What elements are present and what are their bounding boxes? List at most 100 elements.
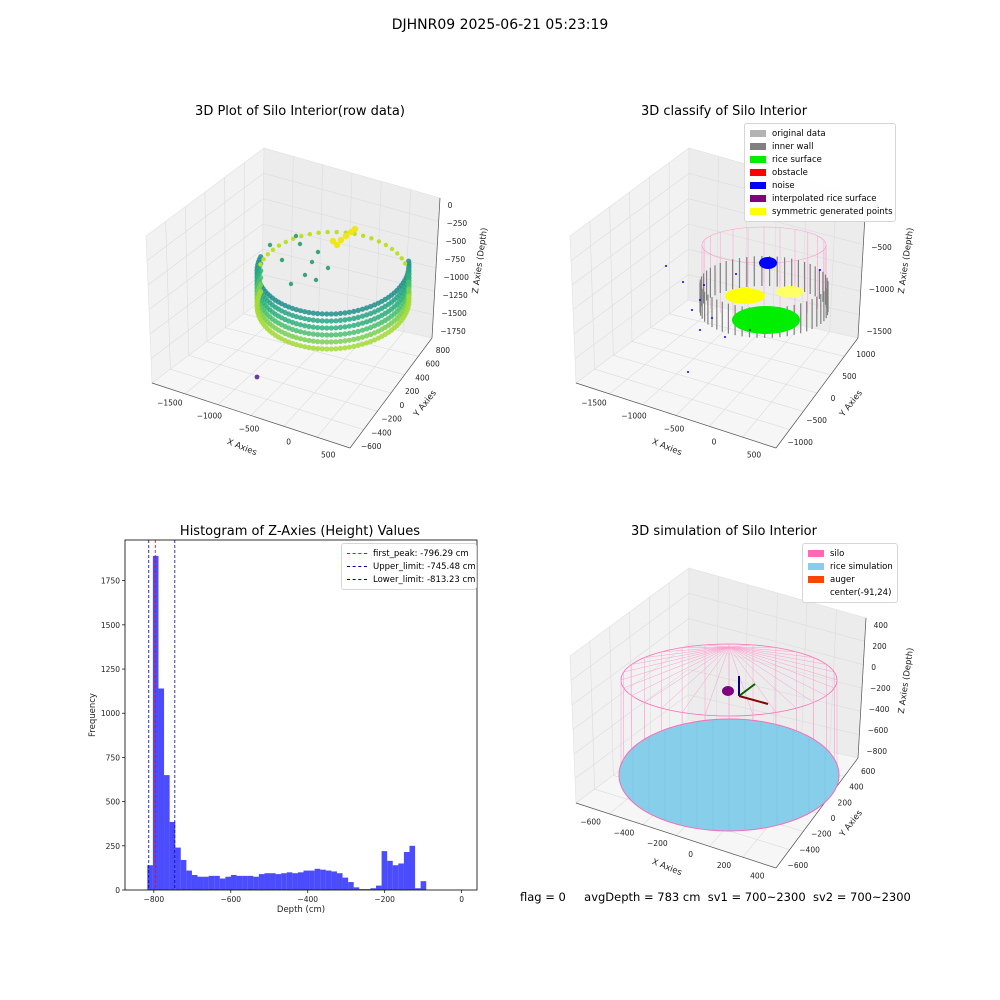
legend-item: symmetric generated points	[750, 205, 893, 218]
legend-line	[347, 553, 367, 554]
data-point	[383, 242, 389, 248]
legend-swatch	[808, 576, 824, 583]
histogram-bar	[247, 875, 254, 890]
data-point	[342, 345, 348, 351]
x-tick-label: 500	[747, 451, 762, 460]
x-axis-label: X Axies	[225, 437, 258, 458]
z-axis-label: Z Axies (Depth)	[471, 227, 490, 294]
histogram-bar	[359, 889, 365, 890]
data-point	[364, 333, 370, 339]
x-tick-label: −600	[220, 895, 241, 904]
data-point	[371, 309, 378, 315]
noise-point	[687, 371, 689, 373]
legend-line	[347, 566, 367, 567]
x-tick-label: −600	[580, 817, 601, 826]
data-point	[355, 335, 361, 341]
legend-swatch	[750, 169, 766, 176]
legend-label: symmetric generated points	[772, 206, 893, 217]
y-tick-label: 1750	[101, 577, 120, 586]
data-point	[306, 330, 312, 337]
histogram-bar	[264, 873, 271, 890]
data-point	[306, 323, 312, 330]
data-point	[310, 324, 316, 330]
silo-roof-line	[728, 646, 838, 681]
data-point	[333, 318, 339, 324]
histogram-bar	[415, 888, 421, 890]
y-tick-label: −400	[799, 845, 820, 854]
z-tick-label: −500	[446, 237, 467, 246]
data-point	[297, 336, 304, 342]
legend-swatch	[750, 182, 766, 189]
histogram-bar	[191, 874, 198, 890]
histogram-bar	[253, 876, 259, 890]
y-tick-label: 200	[838, 798, 853, 807]
histogram-bar	[152, 555, 159, 890]
x-axis-label: X Axies	[650, 437, 683, 458]
legend-label: original data	[772, 128, 826, 139]
data-point	[359, 313, 366, 319]
histogram-bar	[186, 870, 192, 890]
noise-point	[665, 265, 667, 267]
data-point	[337, 331, 343, 337]
silo-roof-line	[728, 644, 754, 648]
data-point	[319, 318, 325, 324]
histogram-bar	[208, 875, 215, 890]
grid-line	[146, 173, 264, 261]
data-point	[369, 236, 374, 241]
data-point	[337, 310, 343, 316]
y-tick-label: 0	[115, 886, 120, 895]
noise-point	[749, 329, 751, 331]
histogram-bar	[320, 869, 326, 890]
data-point	[293, 321, 299, 327]
histogram-bar	[203, 876, 209, 890]
data-point	[324, 339, 330, 345]
data-point	[368, 338, 374, 345]
legend-label: inner wall	[772, 141, 814, 152]
data-point	[351, 343, 357, 349]
legend-swatch	[808, 589, 824, 596]
z-axis-line	[857, 617, 867, 759]
data-point	[342, 310, 348, 316]
silo-roof-line	[728, 646, 814, 703]
classify-point-cloud	[665, 226, 829, 373]
data-point	[293, 342, 299, 348]
data-point	[297, 308, 304, 314]
histogram-bar	[409, 845, 416, 890]
sv2-value: sv2 = 700~2300	[812, 890, 911, 904]
status-footer: flag = 0 avgDepth = 783 cm sv1 = 700~230…	[520, 890, 911, 904]
silo-roof-line	[728, 646, 754, 716]
histogram-bar	[164, 775, 170, 890]
histogram-bar	[376, 885, 382, 890]
histogram-bar	[169, 821, 176, 890]
plot-frame	[124, 539, 478, 891]
data-point	[342, 331, 348, 337]
z-axis-line	[431, 197, 441, 339]
data-point	[328, 325, 334, 331]
data-point	[302, 337, 308, 343]
legend-label: rice simulation	[830, 561, 893, 572]
data-point	[359, 327, 366, 333]
data-point	[368, 317, 374, 324]
y-tick-label: 500	[842, 372, 857, 381]
y-tick-label: −200	[811, 830, 832, 839]
legend-item: original data	[750, 127, 890, 140]
data-point	[258, 282, 264, 288]
legend-histogram: first_peak: -796.29 cm Upper_limit: -745…	[341, 543, 477, 590]
data-point	[324, 346, 330, 352]
data-point	[333, 311, 339, 317]
x-axis-line	[575, 802, 777, 869]
data-point	[342, 338, 348, 344]
y-tick-label: 1000	[856, 350, 875, 359]
legend-item: auger	[808, 573, 892, 586]
data-point	[328, 332, 334, 338]
y-axis-label: Y Axies	[837, 808, 865, 840]
data-point	[254, 374, 260, 380]
data-point	[315, 332, 321, 338]
z-tick-label: −1000	[869, 285, 895, 294]
data-point	[351, 225, 359, 233]
z-tick-label: −800	[866, 747, 887, 756]
histogram-axes	[122, 539, 478, 893]
data-point	[346, 337, 352, 343]
data-point	[364, 319, 370, 325]
z-tick-label: −1750	[440, 327, 466, 336]
